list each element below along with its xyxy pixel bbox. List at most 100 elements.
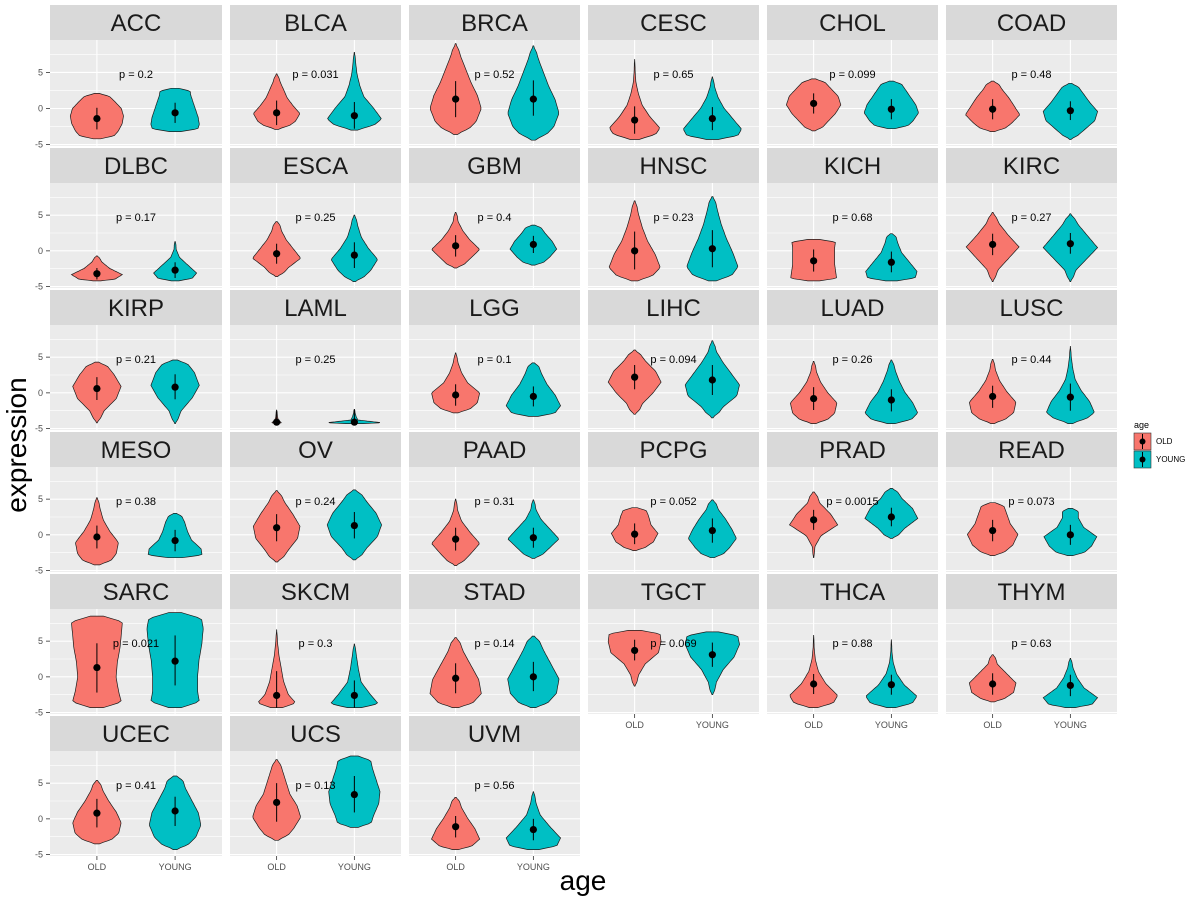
strip-dlbc — [50, 148, 222, 183]
p-value-thym: p = 0.63 — [1011, 638, 1051, 650]
panel-gbm: GBM p = 0.4 — [409, 148, 580, 288]
strip-coad — [946, 5, 1117, 40]
p-value-brca: p = 0.52 — [474, 69, 514, 81]
panel-bg-tgct — [588, 609, 759, 714]
p-value-lusc: p = 0.44 — [1011, 354, 1051, 366]
p-value-luad: p = 0.26 — [832, 354, 872, 366]
mean-point-laml-old — [273, 418, 281, 426]
mean-point-paad-old — [452, 535, 460, 543]
y-tick-label: 0 — [38, 814, 43, 824]
violin-thca-young — [866, 639, 917, 708]
p-value-ov: p = 0.24 — [295, 496, 335, 508]
legend-dot-old — [1139, 438, 1146, 445]
panel-bg-laml — [230, 325, 401, 430]
panel-brca: BRCA p = 0.52 — [409, 5, 580, 146]
mean-point-coad-old — [989, 105, 997, 113]
x-tick-label-young: YOUNG — [338, 862, 371, 872]
mean-point-sarc-old — [93, 663, 101, 672]
p-value-lihc: p = 0.094 — [650, 354, 696, 366]
y-tick-label: -5 — [35, 566, 43, 576]
violin-lgg-old — [431, 352, 480, 414]
mean-point-laml-young — [350, 418, 358, 426]
legend-label-old: OLD — [1156, 437, 1173, 446]
x-tick-label-old: OLD — [88, 862, 107, 872]
legend-key-young: YOUNG — [1133, 450, 1185, 469]
y-tick-label: 5 — [38, 778, 43, 788]
mean-point-brca-old — [452, 95, 460, 103]
x-tick-label-old: OLD — [446, 862, 465, 872]
p-value-kich: p = 0.68 — [832, 212, 872, 224]
panel-esca: ESCA p = 0.25 — [230, 148, 401, 288]
panel-bg-pcpg — [588, 467, 759, 572]
mean-point-read-young — [1066, 531, 1074, 539]
mean-point-kirp-young — [171, 383, 179, 391]
strip-laml — [230, 290, 401, 325]
panel-hnsc: HNSC p = 0.23 — [588, 148, 759, 288]
panel-lgg: LGG p = 0.1 — [409, 290, 580, 430]
panel-ucec: UCEC p = 0.41 — [50, 716, 222, 856]
p-value-thca: p = 0.88 — [832, 638, 872, 650]
panel-meso: MESO p = 0.38 — [50, 432, 222, 572]
y-tick-label: -5 — [35, 140, 43, 150]
strip-label-uvm: UVM — [468, 721, 521, 748]
strip-label-prad: PRAD — [819, 437, 886, 464]
panel-acc: ACC p = 0.2 — [50, 5, 222, 146]
p-value-gbm: p = 0.4 — [478, 212, 512, 224]
mean-point-sarc-young — [171, 657, 179, 665]
strip-acc — [50, 5, 222, 40]
mean-point-lusc-old — [989, 392, 997, 401]
p-value-prad: p = 0.0015 — [826, 496, 878, 508]
panel-luad: LUAD p = 0.26 — [767, 290, 938, 430]
strip-kich — [767, 148, 938, 183]
strip-label-lusc: LUSC — [999, 295, 1063, 322]
panel-thca: THCA p = 0.88 — [767, 574, 938, 714]
p-value-acc: p = 0.2 — [119, 69, 153, 81]
mean-point-stad-old — [452, 674, 460, 682]
mean-point-brca-young — [529, 95, 537, 103]
strip-label-pcpg: PCPG — [639, 437, 707, 464]
violin-blca-young — [327, 51, 382, 131]
y-axis-title: expression — [1, 377, 32, 512]
y-tick-label: 5 — [38, 494, 43, 504]
mean-point-kich-young — [887, 258, 895, 266]
p-value-coad: p = 0.48 — [1011, 69, 1051, 81]
mean-point-ucec-young — [171, 807, 179, 815]
y-tick-label: 5 — [38, 636, 43, 646]
mean-point-cesc-old — [631, 116, 639, 124]
strip-sarc — [50, 574, 222, 609]
mean-point-lihc-old — [631, 373, 639, 381]
mean-point-tgct-old — [631, 646, 639, 655]
strip-label-brca: BRCA — [461, 10, 528, 37]
strip-label-thym: THYM — [998, 579, 1066, 606]
violin-cesc-old — [609, 59, 660, 140]
mean-point-dlbc-old — [93, 270, 101, 278]
strip-chol — [767, 5, 938, 40]
strip-label-tgct: TGCT — [641, 579, 707, 606]
p-value-stad: p = 0.14 — [474, 638, 514, 650]
mean-point-lgg-old — [452, 391, 460, 399]
mean-point-ov-young — [350, 521, 358, 530]
panel-tgct: TGCT p = 0.069 — [588, 574, 759, 714]
mean-point-esca-young — [350, 251, 358, 259]
strip-label-ucec: UCEC — [102, 721, 170, 748]
x-tick-label-old: OLD — [983, 720, 1002, 730]
violin-thca-old — [789, 635, 838, 708]
strip-gbm — [409, 148, 580, 183]
strip-label-kich: KICH — [824, 153, 881, 180]
panel-skcm: SKCM p = 0.3 — [230, 574, 401, 714]
strip-read — [946, 432, 1117, 467]
p-value-blca: p = 0.031 — [292, 69, 338, 81]
mean-point-ucec-old — [93, 809, 101, 817]
mean-point-meso-old — [93, 533, 101, 541]
y-tick-label: 5 — [38, 210, 43, 220]
axes-layer: -5 0 5 -5 0 5 -5 0 5 -5 0 5 -5 0 5 OLD YOUNG OLD YOUNG OLD Y… — [35, 67, 1087, 872]
strip-lgg — [409, 290, 580, 325]
p-value-cesc: p = 0.65 — [653, 69, 693, 81]
panel-bg-brca — [409, 40, 580, 146]
panel-bg-kirc — [946, 183, 1117, 288]
strip-label-dlbc: DLBC — [104, 153, 168, 180]
mean-point-kirc-young — [1066, 240, 1074, 248]
panel-chol: CHOL p = 0.099 — [767, 5, 938, 146]
p-value-dlbc: p = 0.17 — [116, 212, 156, 224]
mean-point-cesc-young — [708, 114, 716, 123]
